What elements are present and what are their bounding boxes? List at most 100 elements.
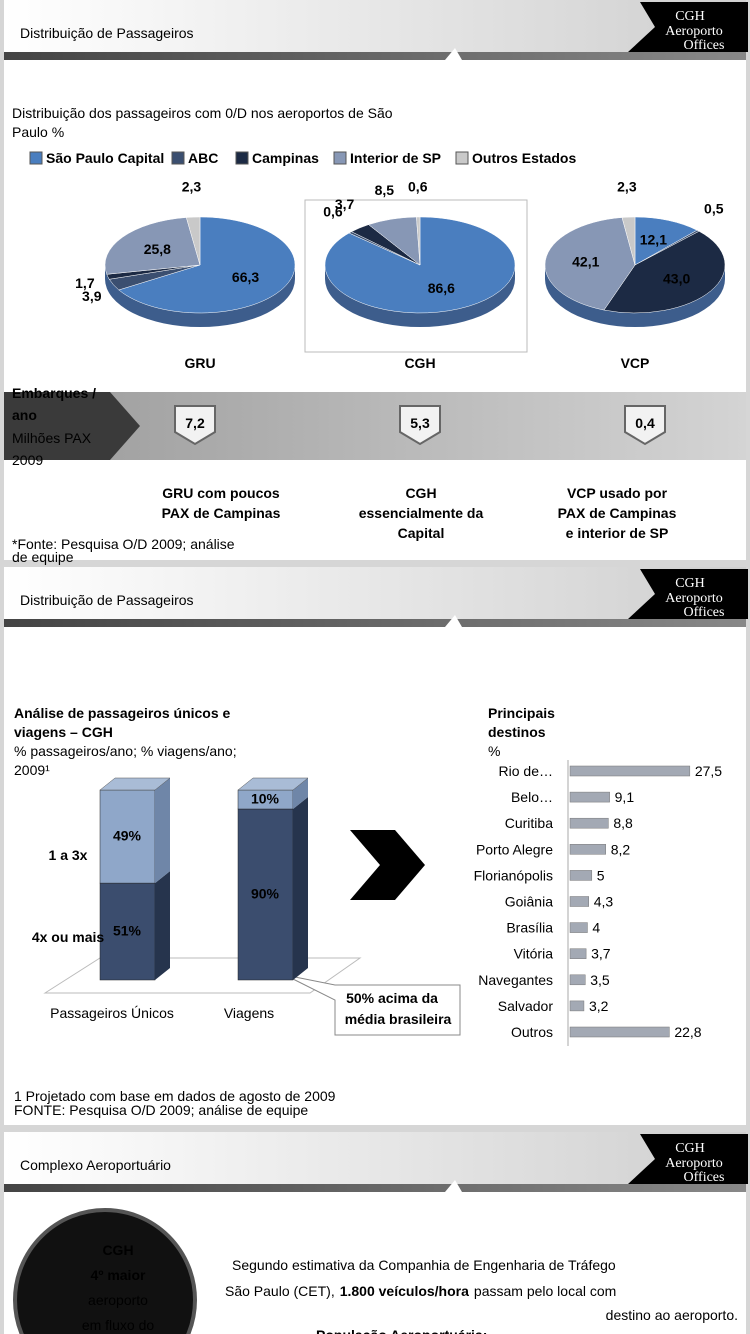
legend-swatch [455, 151, 469, 165]
data-label: 66,3 [232, 269, 259, 285]
logo-text: Offices [684, 1170, 725, 1185]
caption: PAX de Campinas [558, 505, 677, 521]
badge-text: em fluxo do [82, 1317, 155, 1333]
body-text: São Paulo (CET), [225, 1283, 335, 1299]
plane-icon [415, 48, 488, 68]
caption: Capital [398, 525, 445, 541]
legend-swatch [29, 151, 43, 165]
bar-side [293, 797, 308, 980]
pie-slice [416, 216, 421, 266]
chart-title: Análise de passageiros únicos e [14, 705, 231, 721]
bar [569, 817, 609, 829]
pie-title: CGH [404, 355, 435, 371]
body-text: 1.800 veículos/hora [340, 1283, 469, 1299]
bar-side [155, 778, 170, 884]
data-label: 3,7 [591, 946, 611, 962]
legend-label: Interior de SP [350, 150, 441, 166]
y-tick-label: Curitiba [505, 815, 553, 831]
y-tick-label: Rio de… [499, 763, 553, 779]
data-label: 27,5 [695, 763, 722, 779]
header-rule [4, 619, 746, 627]
chart-title: Principais [488, 705, 555, 721]
x-label: Passageiros Únicos [50, 1005, 174, 1021]
legend-label: Outros Estados [472, 150, 576, 166]
y-tick-label: Belo… [511, 789, 553, 805]
header-band [4, 1132, 746, 1184]
body-text: Segundo estimativa da Companhia de Engen… [232, 1257, 616, 1273]
caption: e interior de SP [566, 525, 669, 541]
data-label: 9,1 [615, 789, 635, 805]
bar [99, 789, 156, 884]
badge-text: aeroporto [88, 1292, 148, 1308]
logo-text: Offices [684, 605, 725, 620]
bar [569, 896, 589, 907]
band-label: Milhões PAX [12, 430, 92, 446]
bar [569, 922, 588, 933]
data-label: 12,1 [640, 231, 667, 247]
series-label: 4x ou mais [32, 929, 105, 945]
pie-slice [544, 217, 636, 311]
legend-swatch [235, 151, 249, 165]
logo-bg [628, 2, 748, 52]
body-text: São Paulo (CET), 1.800 veículos/hora passa… [225, 1283, 616, 1299]
callout-text: 50% acima da [346, 990, 438, 1006]
slide-title: Distribuição de Passageiros [20, 592, 194, 608]
bar-top [99, 777, 171, 791]
bar [99, 882, 156, 981]
chart-subtitle: % passageiros/ano; % viagens/ano; [14, 743, 237, 759]
slide-title: Complexo Aeroportuário [20, 1157, 171, 1173]
y-tick-label: Outros [511, 1024, 553, 1040]
data-label: 0,6 [323, 203, 343, 219]
pie-title: GRU [184, 355, 215, 371]
data-label: 4,3 [594, 894, 614, 910]
y-tick-label: Porto Alegre [476, 841, 553, 857]
body-text: População Aeroportuária: [316, 1327, 487, 1334]
data-label: 3,9 [82, 288, 102, 304]
legend-swatch [171, 151, 185, 165]
data-label: 3,7 [335, 196, 355, 212]
caption: GRU com poucos [162, 485, 280, 501]
header-rule [4, 1184, 746, 1192]
data-label: 8,8 [613, 815, 633, 831]
arrow [350, 830, 425, 900]
data-label: 86,6 [428, 280, 455, 296]
chart-title: viagens – CGH [14, 724, 113, 740]
y-tick-label: Florianópolis [474, 867, 553, 883]
subtitle: Paulo % [12, 124, 64, 140]
data-label: 3,2 [589, 998, 609, 1014]
data-label: 5 [597, 867, 605, 883]
chart-title: destinos [488, 724, 546, 740]
bar [569, 1000, 585, 1012]
data-label: 2,3 [182, 179, 202, 195]
legend-label: São Paulo Capital [46, 150, 164, 166]
chart-subtitle: 2009¹ [14, 762, 50, 778]
pie-slice [118, 216, 296, 314]
value: 7,2 [185, 415, 205, 431]
value-badge [624, 405, 666, 446]
y-tick-label: Brasília [506, 920, 553, 936]
data-label: 0,6 [408, 179, 428, 195]
data-label: 42,1 [572, 253, 599, 269]
data-label: 4 [592, 920, 600, 936]
legend-label: ABC [188, 150, 218, 166]
embarques-label-bg [4, 392, 140, 460]
source: de equipe [12, 549, 74, 565]
data-label: 3,5 [590, 972, 610, 988]
pie-title: VCP [621, 355, 650, 371]
logo-text: CGH [675, 576, 705, 591]
pie-slice [104, 217, 201, 275]
bar-side [155, 871, 170, 980]
bar [569, 765, 691, 777]
footnote: FONTE: Pesquisa O/D 2009; análise de equ… [14, 1102, 308, 1118]
badge-circle [13, 1208, 197, 1334]
body-text: destino ao aeroporto. [606, 1307, 738, 1323]
legend-label: Campinas [252, 150, 319, 166]
bar [237, 808, 294, 981]
plane-icon [415, 1180, 488, 1200]
value: 0,4 [635, 415, 655, 431]
chart-subtitle: % [488, 743, 500, 759]
legend-swatch [333, 151, 347, 165]
source: *Fonte: Pesquisa O/D 2009; análise [12, 536, 235, 552]
x-label: Viagens [224, 1005, 274, 1021]
